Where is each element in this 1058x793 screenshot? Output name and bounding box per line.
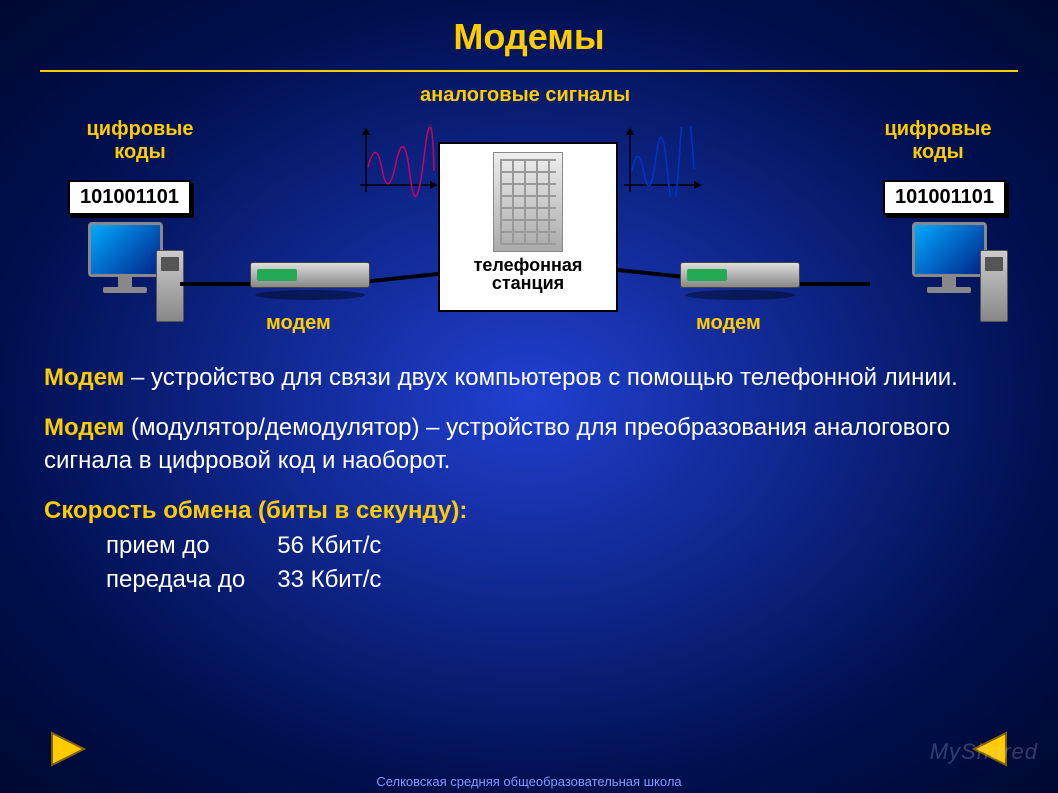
digital-codes-label-right: цифровые коды	[868, 118, 1008, 164]
footer-text: Селковская средняя общеобразовательная ш…	[0, 774, 1058, 789]
tx-value: 33 Кбит/с	[277, 564, 381, 596]
term-modem-1: Модем	[44, 364, 124, 391]
definition-1: Модем – устройство для связи двух компью…	[44, 362, 1014, 394]
binary-code-left: 101001101	[68, 180, 191, 215]
table-row: передача до 33 Кбит/с	[106, 564, 381, 596]
modem-right	[680, 262, 800, 302]
page-title: Модемы	[0, 0, 1058, 58]
term-modem-2: Модем	[44, 414, 124, 441]
modem-diagram: аналоговые сигналы цифровые коды 1010011…	[40, 72, 1018, 352]
watermark: MyShared	[930, 739, 1038, 765]
modem-label-right: модем	[696, 312, 761, 335]
station-label-line2: станция	[474, 274, 583, 292]
station-label-line1: телефонная	[474, 256, 583, 274]
def2-text: (модулятор/демодулятор) – устройство для…	[44, 414, 950, 473]
tx-label: передача до	[106, 564, 275, 596]
digital-codes-label-left: цифровые коды	[70, 118, 210, 164]
analog-wave-right	[622, 127, 702, 197]
cable-pc-right	[790, 282, 870, 286]
rx-value: 56 Кбит/с	[277, 530, 381, 562]
text-content: Модем – устройство для связи двух компью…	[44, 362, 1014, 598]
computer-left	[70, 222, 180, 322]
computer-right	[894, 222, 1004, 322]
telephone-station: телефонная станция	[438, 142, 618, 312]
binary-code-right: 101001101	[883, 180, 1006, 215]
def1-text: – устройство для связи двух компьютеров …	[124, 364, 957, 391]
cable-modem-left	[360, 272, 440, 284]
speed-table: прием до 56 Кбит/с передача до 33 Кбит/с	[104, 528, 383, 599]
analog-signals-label: аналоговые сигналы	[420, 84, 630, 107]
definition-2: Модем (модулятор/демодулятор) – устройст…	[44, 412, 1014, 477]
analog-wave-left	[358, 127, 438, 197]
modem-left	[250, 262, 370, 302]
table-row: прием до 56 Кбит/с	[106, 530, 381, 562]
modem-label-left: модем	[266, 312, 331, 335]
building-icon	[493, 152, 563, 252]
speed-heading: Скорость обмена (биты в секунду):	[44, 495, 1014, 527]
rx-label: прием до	[106, 530, 275, 562]
next-arrow-left[interactable]	[46, 727, 90, 771]
